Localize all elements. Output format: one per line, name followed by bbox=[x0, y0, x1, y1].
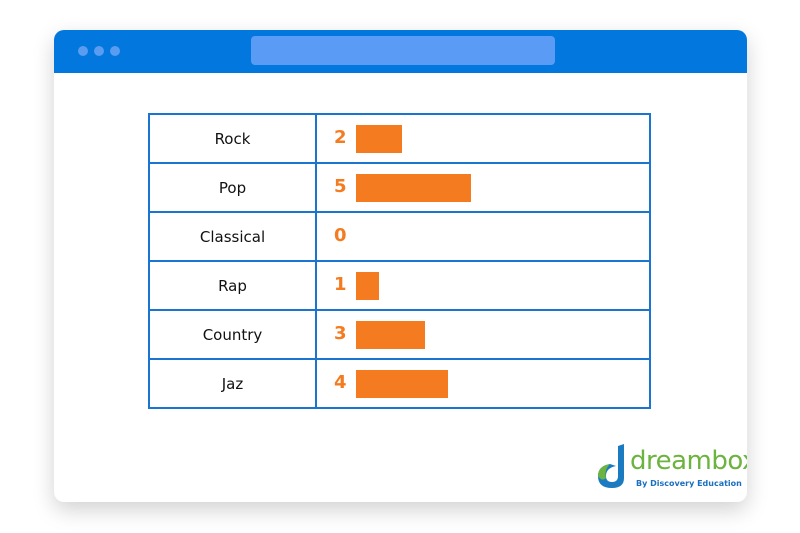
value-label: 1 bbox=[334, 274, 347, 295]
value-cell: 1 bbox=[315, 260, 651, 311]
genre-label: Jaz bbox=[148, 358, 317, 409]
bar bbox=[356, 125, 402, 153]
table-row: Pop 5 bbox=[148, 162, 651, 213]
genre-label: Rock bbox=[148, 113, 317, 164]
value-label: 5 bbox=[334, 176, 347, 197]
dreambox-d-icon bbox=[598, 444, 624, 488]
address-bar[interactable] bbox=[251, 36, 555, 65]
value-label: 2 bbox=[334, 127, 347, 148]
table-row: Jaz 4 bbox=[148, 358, 651, 409]
dreambox-logo: dreambox By Discovery Education bbox=[594, 444, 747, 494]
genre-label: Country bbox=[148, 309, 317, 360]
window-dot-icon bbox=[94, 46, 104, 56]
bar bbox=[356, 321, 425, 349]
logo-wordmark: dreambox bbox=[630, 446, 747, 476]
genre-label: Pop bbox=[148, 162, 317, 213]
title-bar bbox=[54, 30, 747, 73]
browser-window: Rock 2 Pop 5 Classical 0 Rap 1 Country 3 Jaz 4 drea… bbox=[54, 30, 747, 502]
value-label: 0 bbox=[334, 225, 347, 246]
window-dot-icon bbox=[110, 46, 120, 56]
table-row: Rock 2 bbox=[148, 113, 651, 164]
value-cell: 2 bbox=[315, 113, 651, 164]
bar bbox=[356, 272, 379, 300]
genre-label: Rap bbox=[148, 260, 317, 311]
value-cell: 0 bbox=[315, 211, 651, 262]
value-label: 4 bbox=[334, 372, 347, 393]
table-row: Rap 1 bbox=[148, 260, 651, 311]
value-cell: 3 bbox=[315, 309, 651, 360]
genre-label: Classical bbox=[148, 211, 317, 262]
value-label: 3 bbox=[334, 323, 347, 344]
bar bbox=[356, 174, 471, 202]
music-genre-table: Rock 2 Pop 5 Classical 0 Rap 1 Country 3 Jaz 4 bbox=[148, 113, 651, 409]
table-row: Classical 0 bbox=[148, 211, 651, 262]
value-cell: 4 bbox=[315, 358, 651, 409]
window-dot-icon bbox=[78, 46, 88, 56]
bar bbox=[356, 370, 448, 398]
table-row: Country 3 bbox=[148, 309, 651, 360]
value-cell: 5 bbox=[315, 162, 651, 213]
logo-subtitle: By Discovery Education bbox=[636, 479, 742, 488]
